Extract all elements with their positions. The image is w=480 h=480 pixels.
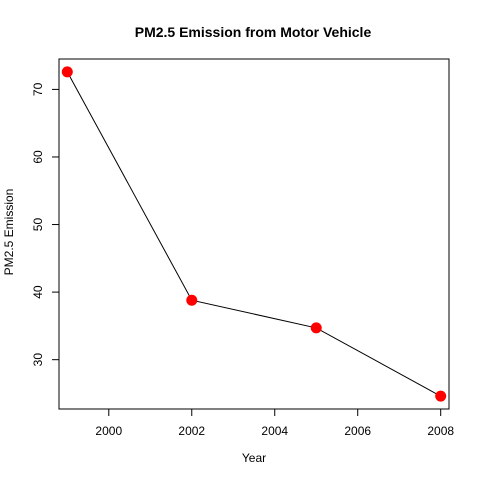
y-axis: 30 40 50 60 70 xyxy=(31,82,59,366)
chart-title: PM2.5 Emission from Motor Vehicle xyxy=(135,24,372,40)
x-tick-label: 2000 xyxy=(95,424,122,438)
y-axis-label: PM2.5 Emission xyxy=(2,189,16,276)
x-tick-label: 2006 xyxy=(344,424,371,438)
x-tick-label: 2008 xyxy=(427,424,454,438)
series-layer xyxy=(61,66,447,402)
y-tick-label: 50 xyxy=(31,218,45,232)
x-axis: 2000 2002 2004 2006 2008 xyxy=(95,409,454,438)
y-tick-label: 30 xyxy=(31,353,45,367)
x-tick-label: 2002 xyxy=(178,424,205,438)
plot-frame xyxy=(58,58,450,410)
y-tick-label: 70 xyxy=(31,82,45,96)
data-point xyxy=(435,390,447,402)
data-point xyxy=(310,322,322,334)
x-tick-label: 2004 xyxy=(261,424,288,438)
x-axis-label: Year xyxy=(242,451,266,465)
y-tick-label: 40 xyxy=(31,285,45,299)
series-line xyxy=(66,71,441,397)
data-point xyxy=(61,66,73,78)
y-tick-label: 60 xyxy=(31,150,45,164)
data-point xyxy=(186,294,198,306)
